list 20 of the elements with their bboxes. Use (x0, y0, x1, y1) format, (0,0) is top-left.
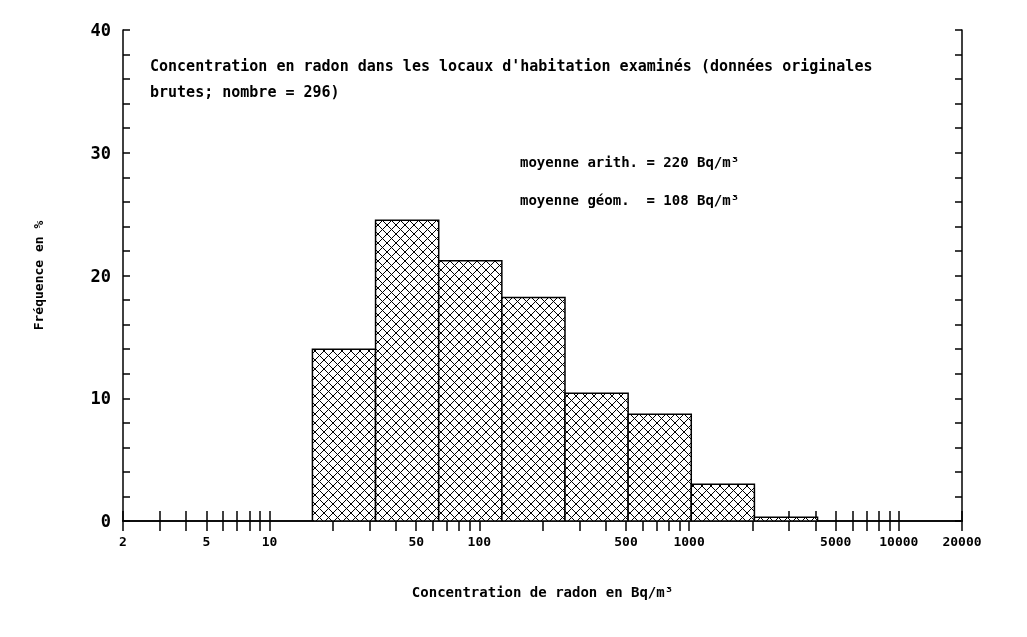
y-tick-label: 40 (90, 20, 111, 40)
x-tick-label: 1000 (673, 534, 705, 549)
y-tick-label: 10 (90, 388, 111, 409)
text: Concentration en radon dans les locaux d'habitation examinés (données originales brutes; nombre = 296) (150, 57, 882, 101)
x-tick-label: 10000 (879, 534, 919, 549)
x-axis-title: Concentration de radon en Bq/m³ (411, 584, 674, 600)
x-tick-label: 100 (467, 534, 492, 549)
x-tick-label: 5 (202, 534, 211, 549)
x-tick-label: 20000 (942, 534, 982, 549)
y-tick-label: 20 (90, 265, 111, 286)
y-tick-label: 0 (100, 511, 111, 531)
y-tick-label: 30 (90, 142, 111, 163)
annotation: moyenne arith. = 220 Bq/m³ (520, 154, 740, 170)
x-tick-label: 2 (119, 534, 127, 549)
annotation: moyenne géom. = 108 Bq/m³ (520, 192, 740, 208)
x-tick-label: 500 (614, 534, 638, 549)
x-tick-label: 10 (261, 534, 278, 549)
y-axis-title: Fréquence en % (31, 220, 46, 331)
x-tick-label: 50 (408, 534, 425, 549)
x-tick-label: 5000 (820, 534, 852, 549)
